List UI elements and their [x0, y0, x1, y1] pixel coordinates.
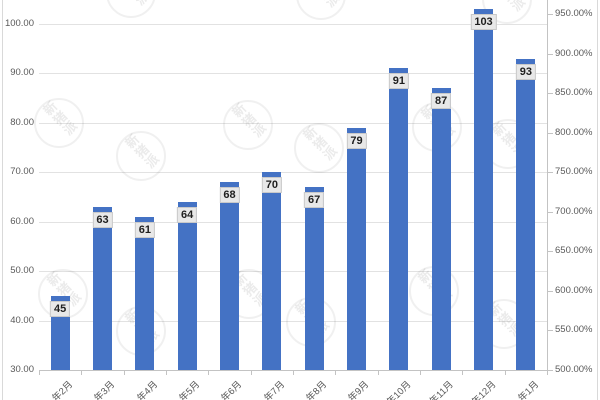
x-axis-category-label: 年7月 [261, 379, 287, 400]
bar [474, 9, 493, 370]
right-axis-tick-label: 800.00% [555, 126, 593, 138]
x-axis-tick [504, 370, 506, 375]
bar [347, 127, 366, 370]
x-axis-tick [166, 370, 167, 375]
right-axis-tick-label: 600.00% [555, 284, 593, 296]
right-axis-tick-label: 650.00% [555, 245, 593, 257]
left-axis-tick-label: 40.00 [10, 314, 34, 326]
gridline [39, 24, 547, 25]
right-axis-tick [547, 53, 553, 55]
bar [135, 216, 155, 370]
x-axis-category-label: 年2月 [50, 379, 76, 400]
gridline [39, 221, 547, 223]
x-axis-category-label: 年10月 [385, 379, 414, 400]
right-axis-line [547, 0, 548, 374]
bar [304, 187, 324, 370]
bar-value-label: 91 [388, 73, 409, 90]
x-axis-tick [377, 370, 379, 375]
left-axis-tick-label: 50.00 [10, 265, 34, 277]
left-axis-tick-label: 60.00 [10, 215, 34, 227]
x-axis-category-label: 年4月 [134, 379, 160, 400]
bar-value-label: 61 [134, 221, 155, 238]
bar [389, 68, 409, 370]
right-axis-tick-label: 750.00% [555, 166, 593, 178]
left-axis-tick-label: 30.00 [10, 364, 34, 375]
bar [431, 88, 451, 370]
bar-value-label: 68 [219, 187, 240, 204]
right-axis-tick [547, 251, 553, 253]
bar-value-label: 70 [261, 177, 282, 194]
x-axis-tick [123, 370, 125, 375]
gridline [39, 73, 547, 75]
bar [220, 182, 239, 370]
right-axis-tick-label: 950.00% [555, 8, 593, 19]
gridline [39, 172, 547, 174]
left-axis-tick-label: 80.00 [10, 116, 34, 128]
watermark-circle-icon [34, 98, 84, 148]
x-axis-tick [208, 370, 210, 375]
right-axis-tick-label: 900.00% [555, 47, 593, 59]
right-axis-tick [547, 172, 553, 174]
right-axis-tick-label: 700.00% [555, 205, 593, 217]
bar [516, 58, 536, 370]
bar-value-label: 63 [92, 211, 113, 228]
bar [93, 206, 112, 370]
x-axis-category-label: 年1月 [515, 379, 541, 400]
bar-value-label: 103 [470, 14, 497, 31]
gridline [39, 271, 547, 273]
bar-value-label: 87 [431, 93, 452, 110]
bar-value-label: 93 [515, 63, 536, 80]
x-axis-tick [250, 370, 252, 375]
right-axis-tick [547, 290, 553, 292]
x-axis-category-label: 年8月 [304, 379, 330, 400]
left-axis-tick-label: 100.00 [4, 18, 34, 29]
x-axis-category-label: 年11月 [427, 379, 457, 400]
x-axis-tick [462, 370, 464, 375]
right-axis-tick [547, 211, 553, 213]
x-axis-tick [335, 370, 337, 375]
watermark-circle-icon [294, 123, 344, 173]
x-axis-tick [547, 370, 548, 375]
bar-value-label: 67 [304, 192, 325, 209]
x-axis-tick [420, 370, 421, 375]
right-axis-tick [547, 330, 553, 332]
right-axis-tick-label: 550.00% [555, 324, 593, 336]
x-axis-category-label: 年9月 [346, 379, 372, 400]
left-axis-tick-label: 70.00 [10, 166, 34, 178]
bar [262, 172, 282, 370]
gridline [39, 122, 547, 124]
right-axis-tick [547, 370, 553, 371]
x-axis-category-label: 年6月 [219, 379, 245, 400]
right-axis-tick-label: 850.00% [555, 87, 593, 99]
chart-border-right [597, 0, 598, 400]
x-axis-tick [39, 370, 40, 375]
x-axis-category-label: 年3月 [92, 379, 118, 400]
chart-border-left [2, 0, 3, 400]
x-axis-tick [293, 370, 294, 375]
x-axis-category-label: 年12月 [469, 379, 499, 400]
bar-value-label: 79 [346, 132, 367, 149]
x-axis-category-label: 年5月 [177, 379, 203, 400]
right-axis-tick [547, 93, 553, 95]
watermark-circle-icon [223, 100, 273, 150]
bar-value-label: 64 [177, 206, 198, 223]
bar [177, 201, 197, 370]
bar-value-label: 45 [50, 300, 71, 317]
right-axis-tick [547, 14, 553, 15]
right-axis-tick [547, 132, 553, 134]
x-axis-tick [81, 370, 83, 375]
left-axis-tick-label: 90.00 [10, 67, 34, 79]
right-axis-tick-label: 500.00% [555, 364, 593, 375]
watermark-circle-icon [116, 131, 166, 181]
